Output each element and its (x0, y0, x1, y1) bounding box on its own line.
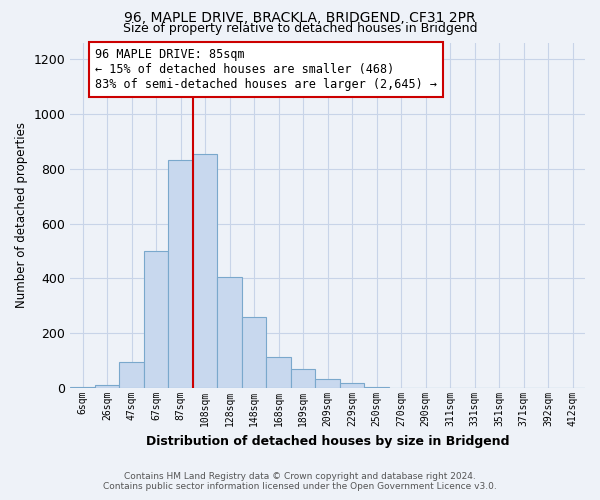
Bar (316, 378, 340, 388)
X-axis label: Distribution of detached houses by size in Bridgend: Distribution of detached houses by size … (146, 434, 509, 448)
Bar (193, 154, 217, 388)
Bar (95, 386, 119, 388)
Bar (70, 387, 95, 388)
Text: 96, MAPLE DRIVE, BRACKLA, BRIDGEND, CF31 2PR: 96, MAPLE DRIVE, BRACKLA, BRIDGEND, CF31… (124, 12, 476, 26)
Bar (144, 251, 169, 388)
Bar (340, 382, 364, 388)
Text: 96 MAPLE DRIVE: 85sqm
← 15% of detached houses are smaller (468)
83% of semi-det: 96 MAPLE DRIVE: 85sqm ← 15% of detached … (95, 48, 437, 91)
Bar (266, 356, 291, 388)
Bar (119, 362, 144, 388)
Bar (291, 370, 316, 388)
Bar (169, 160, 193, 388)
Y-axis label: Number of detached properties: Number of detached properties (15, 122, 28, 308)
Bar (217, 277, 242, 388)
Text: Contains HM Land Registry data © Crown copyright and database right 2024.
Contai: Contains HM Land Registry data © Crown c… (103, 472, 497, 491)
Text: Size of property relative to detached houses in Bridgend: Size of property relative to detached ho… (123, 22, 477, 35)
Bar (364, 387, 389, 388)
Bar (242, 318, 266, 388)
